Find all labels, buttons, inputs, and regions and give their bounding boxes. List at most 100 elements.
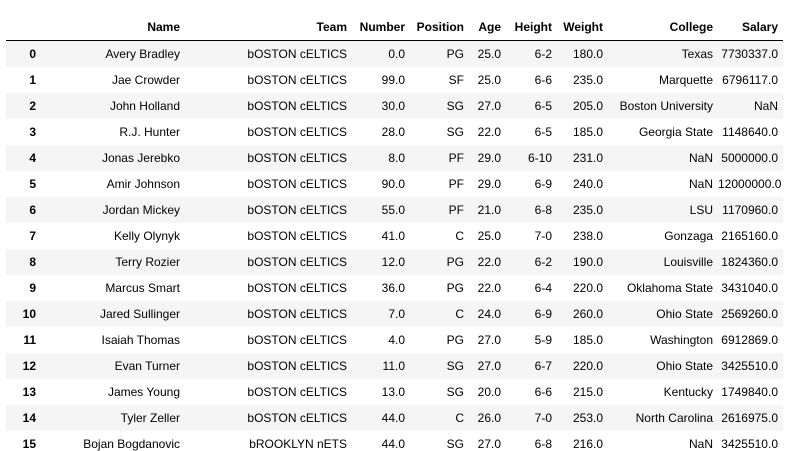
cell-college: Ohio State [656,307,713,321]
cell-position: PG [446,47,464,61]
cell-name: Jae Crowder [111,73,180,87]
table-row: 2 John Holland bOSTON cELTICS 30.0 SG 27.0 6-5… [6,93,783,119]
cell-number: 11.0 [382,359,405,373]
table-row: 13 James Young bOSTON cELTICS 13.0 SG 20.0 6-6… [6,379,783,405]
cell-age: 25.0 [477,47,501,61]
cell-name: John Holland [109,99,180,113]
cell-name: James Young [107,385,180,399]
cell-height: 6-8 [534,437,552,451]
row-index: 11 [23,333,36,347]
cell-height: 6-8 [534,203,552,217]
cell-position: SG [446,125,464,139]
cell-team: bOSTON cELTICS [247,229,347,243]
cell-height: 6-10 [527,151,552,165]
cell-name: Amir Johnson [106,177,180,191]
cell-team: bOSTON cELTICS [247,255,347,269]
row-index: 3 [29,125,36,139]
cell-number: 28.0 [381,125,405,139]
row-index: 7 [29,229,36,243]
cell-salary: 2569260.0 [721,307,778,321]
cell-position: SG [446,437,464,451]
cell-college: Marquette [658,73,713,87]
cell-college: Kentucky [663,385,713,399]
cell-name: Tyler Zeller [120,411,180,425]
row-index: 12 [22,359,36,373]
cell-age: 22.0 [477,255,501,269]
cell-age: 25.0 [477,229,501,243]
cell-height: 6-5 [534,99,552,113]
cell-number: 4.0 [388,333,405,347]
column-header-age: Age [469,14,506,41]
cell-college: North Carolina [635,411,713,425]
header-row: Name Team Number Position Age Height Weight Col… [6,14,783,41]
cell-position: SG [446,359,464,373]
cell-position: PG [446,255,464,269]
cell-weight: 231.0 [572,151,603,165]
cell-salary: 7730337.0 [721,47,778,61]
cell-number: 99.0 [381,73,405,87]
table-row: 12 Evan Turner bOSTON cELTICS 11.0 SG 27.0 6-7… [6,353,783,379]
cell-salary: 1824360.0 [721,255,778,269]
table-row: 1 Jae Crowder bOSTON cELTICS 99.0 SF 25.0 6-6 2… [6,67,783,93]
cell-weight: 260.0 [572,307,603,321]
cell-height: 7-0 [534,229,552,243]
cell-number: 7.0 [388,307,405,321]
column-header-height: Height [506,14,557,41]
cell-number: 13.0 [381,385,405,399]
cell-team: bOSTON cELTICS [247,99,347,113]
row-index: 2 [29,99,36,113]
cell-number: 44.0 [381,437,405,451]
cell-number: 55.0 [381,203,405,217]
cell-name: Isaiah Thomas [101,333,181,347]
cell-team: bOSTON cELTICS [247,333,347,347]
cell-team: bOSTON cELTICS [247,385,347,399]
cell-age: 22.0 [477,125,501,139]
cell-team: bOSTON cELTICS [247,177,347,191]
cell-salary: 1170960.0 [722,203,778,217]
cell-age: 27.0 [477,333,501,347]
cell-team: bOSTON cELTICS [247,307,347,321]
cell-college: NaN [688,151,713,165]
cell-college: Oklahoma State [626,281,713,295]
table-row: 7 Kelly Olynyk bOSTON cELTICS 41.0 C 25.0 7-0 2… [6,223,783,249]
row-index: 9 [29,281,36,295]
cell-number: 41.0 [381,229,405,243]
cell-salary: 3431040.0 [721,281,778,295]
cell-salary: NaN [753,99,778,113]
table-row: 4 Jonas Jerebko bOSTON cELTICS 8.0 PF 29.0 6-1… [6,145,783,171]
cell-weight: 220.0 [572,281,603,295]
cell-salary: 5000000.0 [721,151,778,165]
cell-salary: 1148640.0 [722,125,778,139]
cell-age: 21.0 [477,203,501,217]
cell-number: 90.0 [381,177,405,191]
cell-position: C [455,307,464,321]
row-index: 8 [29,255,36,269]
cell-height: 6-4 [534,281,552,295]
column-header-college: College [608,14,718,41]
cell-name: Marcus Smart [105,281,180,295]
cell-number: 30.0 [381,99,405,113]
cell-team: bOSTON cELTICS [247,281,347,295]
cell-position: PF [448,177,464,191]
cell-name: Avery Bradley [105,47,180,61]
column-header-weight: Weight [557,14,608,41]
cell-number: 8.0 [388,151,405,165]
cell-team: bROOKLYN nETS [249,437,347,451]
row-index: 6 [29,203,36,217]
cell-number: 44.0 [381,411,405,425]
cell-team: bOSTON cELTICS [247,47,347,61]
column-header-team: Team [185,14,352,41]
cell-age: 25.0 [477,73,501,87]
row-index: 1 [29,73,36,87]
cell-weight: 235.0 [572,73,603,87]
cell-height: 6-7 [534,359,552,373]
dataframe-table: Name Team Number Position Age Height Weight Col… [6,14,783,451]
cell-weight: 190.0 [572,255,603,269]
cell-name: Kelly Olynyk [113,229,180,243]
cell-number: 12.0 [381,255,405,269]
cell-weight: 220.0 [572,359,603,373]
cell-team: bOSTON cELTICS [247,125,347,139]
column-header-name: Name [40,14,185,41]
table-row: 15 Bojan Bogdanovic bROOKLYN nETS 44.0 SG 27.… [6,431,783,451]
cell-salary: 6796117.0 [722,73,778,87]
